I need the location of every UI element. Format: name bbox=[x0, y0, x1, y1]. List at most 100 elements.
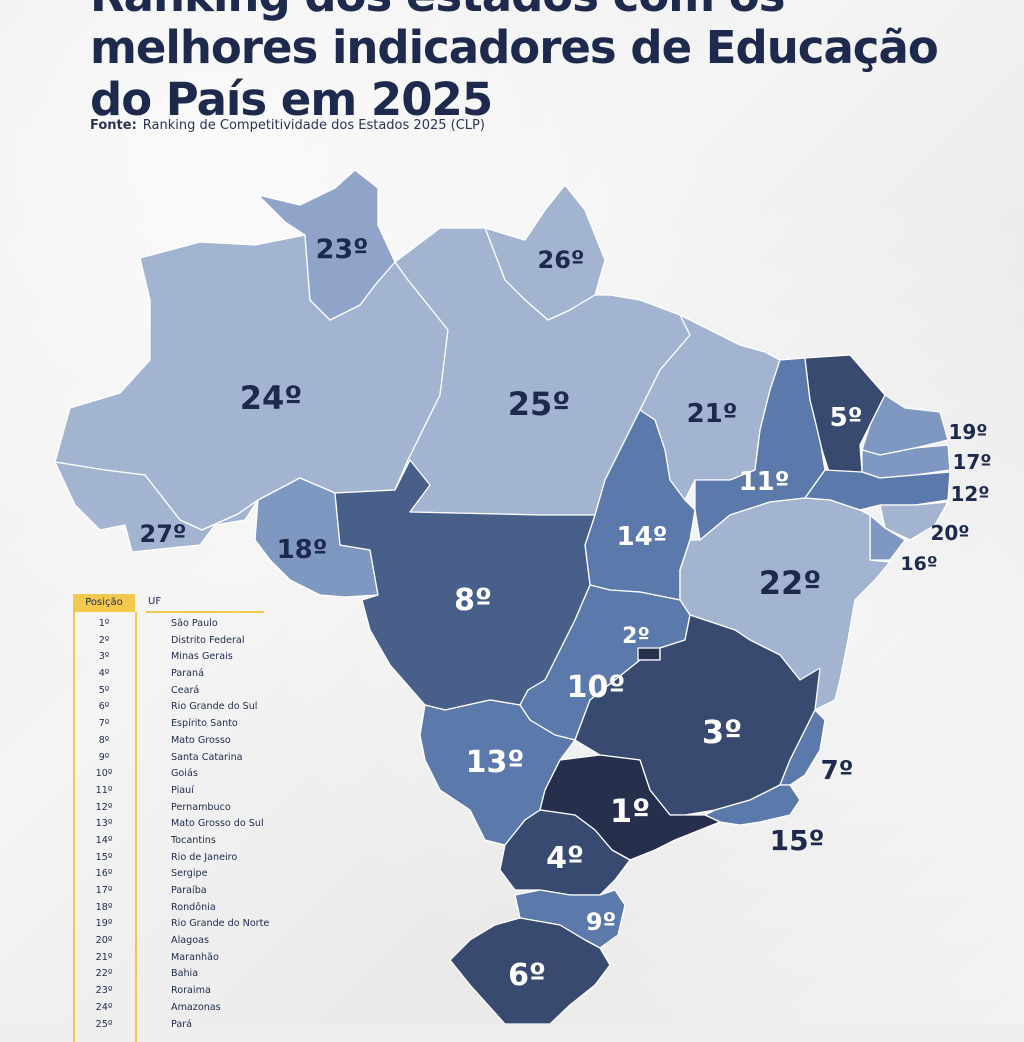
legend-row-position: 8º bbox=[98, 734, 110, 746]
legend-row-position: 19º bbox=[95, 918, 113, 930]
label-ms: 13º bbox=[466, 745, 525, 780]
legend-row: 23º Roraima bbox=[73, 985, 293, 1002]
legend-row: 20º Alagoas bbox=[73, 935, 293, 952]
legend-header: Posição UF bbox=[73, 594, 273, 613]
legend-row: 21º Maranhão bbox=[73, 952, 293, 969]
legend-row: 8º Mato Grosso bbox=[73, 735, 293, 752]
legend-row-uf: Pernambuco bbox=[171, 801, 231, 813]
state-df[interactable] bbox=[637, 647, 661, 661]
legend-row-position: 10º bbox=[95, 768, 113, 780]
label-sp: 1º bbox=[610, 792, 650, 830]
label-rn: 19º bbox=[948, 420, 987, 444]
ranking-legend: Posição UF 1º São Paulo 2º Distrito Federal… bbox=[73, 594, 273, 1042]
legend-row-uf: Bahia bbox=[171, 968, 199, 980]
label-mg: 3º bbox=[702, 713, 742, 751]
legend-row: 2º Distrito Federal bbox=[73, 635, 293, 652]
title-line-3: do País em 2025 bbox=[90, 73, 493, 126]
legend-uf-header: UF bbox=[146, 594, 264, 613]
legend-row-position: 17º bbox=[95, 885, 113, 896]
legend-row-uf: Sergipe bbox=[171, 868, 208, 880]
label-ap: 26º bbox=[538, 246, 585, 274]
legend-row-position: 15º bbox=[95, 851, 113, 863]
legend-row-uf: Piauí bbox=[171, 784, 194, 796]
label-es: 7º bbox=[821, 756, 854, 786]
legend-row-position: 25º bbox=[95, 1018, 113, 1030]
label-pe: 12º bbox=[950, 482, 989, 506]
legend-row-position: 2º bbox=[98, 634, 110, 646]
legend-row: 13º Mato Grosso do Sul bbox=[73, 818, 293, 835]
source-note: Fonte: Ranking de Competitividade dos Est… bbox=[90, 118, 485, 133]
state-ro[interactable] bbox=[254, 477, 379, 598]
label-go: 10º bbox=[567, 670, 626, 705]
label-pi: 11º bbox=[739, 467, 790, 497]
legend-row-position: 18º bbox=[95, 901, 113, 913]
title-line-2: melhores indicadores de Educação bbox=[90, 21, 939, 74]
label-al: 20º bbox=[930, 521, 969, 545]
legend-row-uf: Ceará bbox=[171, 684, 200, 696]
legend-row-uf: Mato Grosso do Sul bbox=[171, 818, 264, 830]
legend-row: 15º Rio de Janeiro bbox=[73, 852, 293, 869]
legend-row: 7º Espírito Santo bbox=[73, 718, 293, 735]
legend-row-position: 16º bbox=[95, 868, 113, 880]
legend-row: 5º Ceará bbox=[73, 685, 293, 702]
legend-row-uf: Distrito Federal bbox=[171, 634, 245, 646]
legend-row-position: 3º bbox=[98, 651, 110, 663]
legend-row-position: 21º bbox=[95, 951, 113, 963]
legend-row: 1º São Paulo bbox=[73, 618, 293, 635]
legend-row: 4º Paraná bbox=[73, 668, 293, 685]
legend-row: 14º Tocantins bbox=[73, 835, 293, 852]
legend-row-position: 9º bbox=[98, 751, 110, 763]
legend-row: 12º Pernambuco bbox=[73, 802, 293, 819]
legend-row: 6º Rio Grande do Sul bbox=[73, 701, 293, 718]
label-se: 16º bbox=[900, 553, 937, 575]
state-mg[interactable] bbox=[574, 614, 821, 816]
legend-row-uf: Rio Grande do Norte bbox=[171, 918, 270, 930]
legend-row: 17º Paraíba bbox=[73, 885, 293, 902]
legend-row-uf: Alagoas bbox=[171, 935, 209, 947]
legend-row-uf: Rio de Janeiro bbox=[171, 851, 238, 863]
legend-row-position: 20º bbox=[95, 935, 113, 947]
state-pr[interactable] bbox=[499, 809, 631, 896]
legend-row-uf: Espírito Santo bbox=[171, 718, 238, 730]
legend-row-uf: Mato Grosso bbox=[171, 734, 231, 746]
legend-row-uf: Tocantins bbox=[171, 834, 216, 846]
state-ac[interactable] bbox=[54, 461, 259, 553]
legend-row-position: 13º bbox=[95, 818, 113, 830]
state-rs[interactable] bbox=[449, 917, 611, 1024]
legend-row-position: 1º bbox=[98, 618, 110, 629]
state-rj[interactable] bbox=[704, 784, 801, 826]
label-to: 14º bbox=[617, 522, 668, 552]
label-sc: 9º bbox=[586, 908, 616, 936]
legend-row-uf: Santa Catarina bbox=[171, 751, 243, 763]
legend-row: 10º Goiás bbox=[73, 768, 293, 785]
legend-row-position: 11º bbox=[95, 784, 113, 796]
legend-rows: 1º São Paulo 2º Distrito Federal 3º Minas Ger… bbox=[73, 618, 293, 1035]
legend-row: 22º Bahia bbox=[73, 968, 293, 985]
legend-row: 18º Rondônia bbox=[73, 902, 293, 919]
label-ce: 5º bbox=[830, 403, 863, 433]
legend-row-position: 7º bbox=[98, 718, 110, 730]
label-rj: 15º bbox=[770, 824, 825, 857]
legend-row: 9º Santa Catarina bbox=[73, 752, 293, 769]
legend-row-uf: Roraima bbox=[171, 985, 211, 997]
legend-row-uf: Rondônia bbox=[171, 901, 216, 913]
legend-row-position: 4º bbox=[98, 668, 110, 680]
legend-row-uf: Rio Grande do Sul bbox=[171, 701, 258, 713]
label-ro: 18º bbox=[277, 535, 328, 565]
source-label: Fonte: bbox=[90, 118, 137, 133]
state-rr[interactable] bbox=[257, 169, 396, 321]
legend-row-position: 24º bbox=[95, 1001, 113, 1013]
label-pr: 4º bbox=[546, 841, 584, 876]
title-line-1: Ranking dos estados com os bbox=[90, 0, 990, 22]
label-ac: 27º bbox=[140, 520, 187, 548]
legend-row: 16º Sergipe bbox=[73, 868, 293, 885]
legend-row-uf: Goiás bbox=[171, 768, 198, 780]
label-am: 24º bbox=[240, 379, 303, 417]
label-pb: 17º bbox=[952, 450, 991, 474]
legend-row-uf: Amazonas bbox=[171, 1001, 221, 1013]
page-title: Ranking dos estados com os melhores indi… bbox=[90, 0, 990, 126]
legend-row: 11º Piauí bbox=[73, 785, 293, 802]
legend-row-uf: Pará bbox=[171, 1018, 193, 1030]
legend-row-position: 6º bbox=[98, 701, 110, 713]
